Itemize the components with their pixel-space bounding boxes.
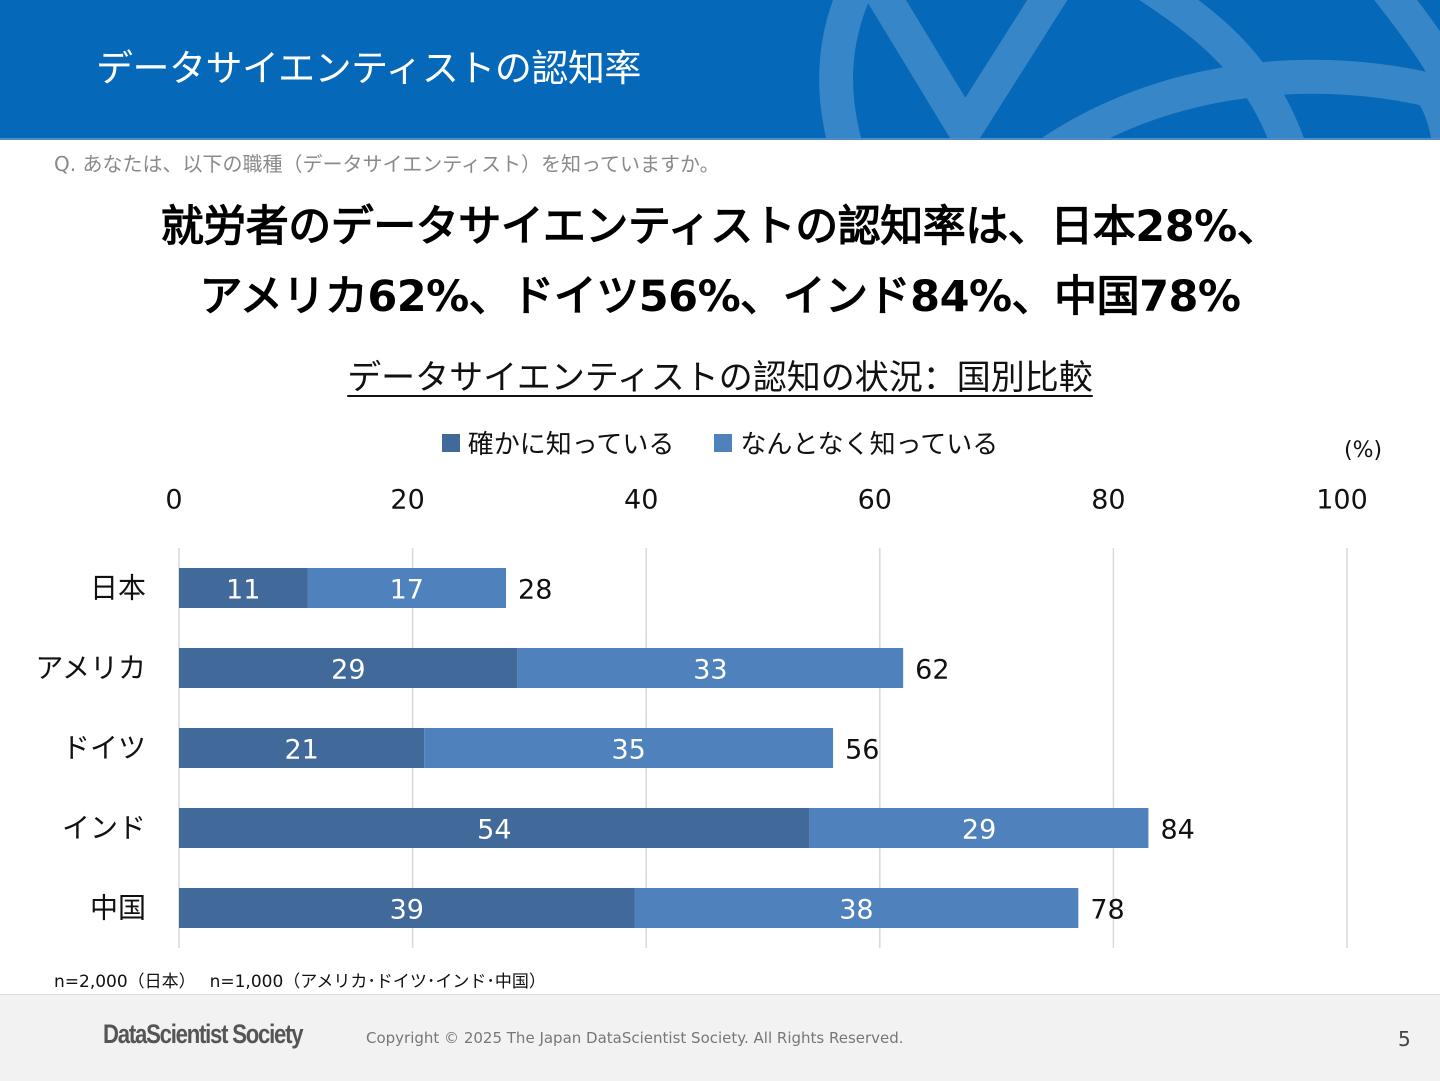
legend-label-vague: なんとなく知っている [740,430,999,460]
bars [179,568,1149,928]
deco-arc-corner [1374,0,1440,88]
x-tick-label: 60 [858,485,892,516]
x-tick-label: 40 [624,485,658,516]
segment-value-label: 54 [477,815,511,846]
legend-item-vague: なんとなく知っている [714,424,998,461]
bar-segment-vague [809,808,1149,848]
segment-value-label: 33 [693,655,727,686]
segment-value-label: 29 [962,815,996,846]
headline-line-2: アメリカ62%、ドイツ56%、インド84%、中国78% [199,272,1241,322]
deco-v-shape [866,0,1068,138]
page-number: 5 [1398,1027,1411,1051]
deco-arc-left [819,0,870,138]
slide-footer: DataScientist Society Copyright © 2025 T… [0,994,1440,1081]
bar-segment-definite [179,728,425,768]
segment-value-label: 38 [839,895,873,926]
category-label: インド [62,812,146,845]
bar-segment-definite [179,568,308,608]
header-decoration-arcs [819,0,1440,138]
total-value-label: 62 [915,655,949,686]
x-axis-ticks: 0 20 40 60 80 100 [165,485,1367,516]
chart-title-text: データサイエンティストの認知の状況：国別比較 [347,358,1093,398]
x-tick-label: 0 [165,485,182,516]
legend-item-definite: 確かに知っている [441,424,675,461]
segment-value-label: 29 [331,655,365,686]
deco-arc-right [1139,0,1304,138]
slide-title: データサイエンティストの認知率 [96,47,641,90]
unit-label: (%) [1344,438,1383,463]
segment-value-label: 11 [226,575,260,606]
category-label: 中国 [90,892,146,925]
total-value-label: 56 [845,735,879,766]
bar-segment-vague [517,648,904,688]
slide-header: データサイエンティストの認知率 [0,0,1440,140]
legend-swatch-vague [714,433,733,452]
footer-logo: DataScientist Society [103,1019,304,1049]
data-labels: 11 17 28 29 33 62 21 35 56 54 29 84 39 38 78 [226,575,1195,926]
chart-legend: 確かに知っている なんとなく知っている [0,424,1440,461]
bar-segment-vague [424,728,834,768]
bar-segment-definite [179,648,518,688]
category-label: 日本 [90,572,146,605]
category-label: アメリカ [35,652,146,685]
bar-segment-definite [179,888,635,928]
deco-arc-bottom [1041,59,1440,138]
total-value-label: 28 [518,575,552,606]
total-value-label: 84 [1160,815,1194,846]
segment-value-label: 17 [390,575,424,606]
footer-copyright: Copyright © 2025 The Japan DataScientist… [366,1029,904,1047]
segment-value-label: 35 [612,735,646,766]
sample-size-note: n=2,000（日本） n=1,000（アメリカ･ドイツ･インド･中国） [54,972,546,992]
chart-title: データサイエンティストの認知の状況：国別比較 [0,350,1440,399]
category-label: ドイツ [62,732,146,765]
legend-swatch-definite [441,433,460,452]
legend-label-definite: 確かに知っている [467,430,675,460]
segment-value-label: 21 [284,735,318,766]
headline-line-1: 就労者のデータサイエンティストの認知率は、日本28%、 [160,202,1280,252]
survey-question: Q. あなたは、以下の職種（データサイエンティスト）を知っていますか。 [54,152,720,176]
bar-segment-definite [179,808,810,848]
x-tick-label: 80 [1091,485,1125,516]
bar-segment-vague [634,888,1079,928]
x-tick-label: 100 [1316,485,1368,516]
x-tick-label: 20 [390,485,424,516]
total-value-label: 78 [1090,895,1124,926]
bar-segment-vague [307,568,507,608]
segment-value-label: 39 [390,895,424,926]
